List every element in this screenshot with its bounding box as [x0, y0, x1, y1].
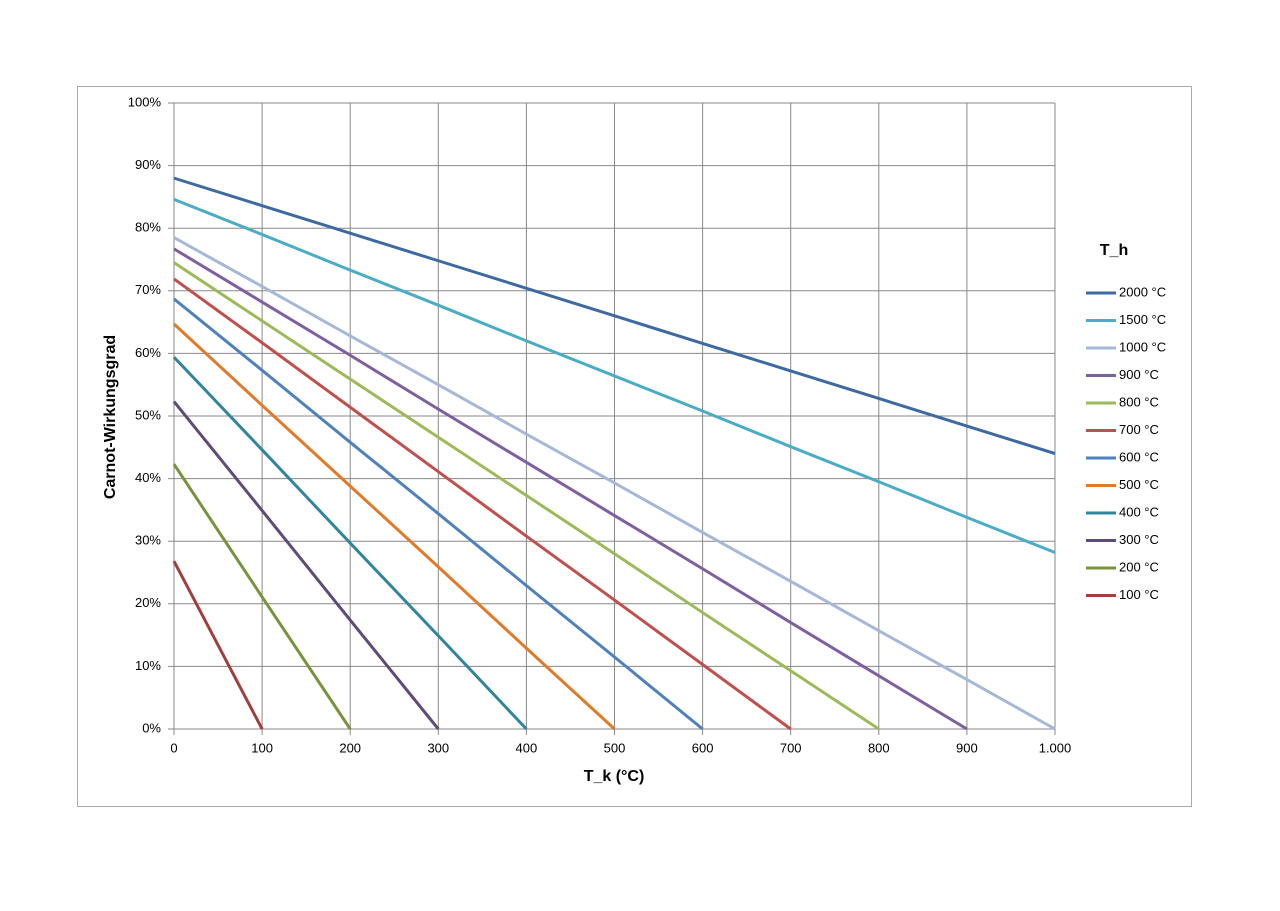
series-line — [173, 176, 1056, 455]
x-tick-label: 600 — [692, 740, 714, 755]
legend-label: 600 °C — [1119, 449, 1159, 464]
x-tick-label: 800 — [868, 740, 890, 755]
series-line — [173, 277, 792, 731]
series-line — [173, 236, 1056, 731]
y-tick-label: 90% — [135, 157, 161, 172]
y-tick-label: 10% — [135, 658, 161, 673]
x-tick-label: 1.000 — [1039, 740, 1072, 755]
legend-title: T_h — [1100, 242, 1128, 259]
series-line — [172, 322, 616, 731]
legend-label: 1000 °C — [1119, 339, 1166, 354]
y-tick-label: 80% — [135, 220, 161, 235]
legend-label: 1500 °C — [1119, 312, 1166, 327]
y-tick-label: 0% — [142, 720, 161, 735]
y-tick-label: 40% — [135, 470, 161, 485]
y-tick-label: 30% — [135, 533, 161, 548]
series-line — [173, 198, 1056, 554]
series-line — [172, 400, 440, 730]
x-tick-label: 300 — [427, 740, 449, 755]
series-line — [172, 356, 528, 731]
series-line — [173, 261, 880, 731]
legend-label: 300 °C — [1119, 532, 1159, 547]
x-tick-label: 900 — [956, 740, 978, 755]
legend-label: 2000 °C — [1119, 284, 1166, 299]
y-tick-label: 50% — [135, 407, 161, 422]
y-tick-label: 60% — [135, 345, 161, 360]
legend-label: 400 °C — [1119, 504, 1159, 519]
x-tick-label: 500 — [604, 740, 626, 755]
x-tick-label: 400 — [516, 740, 538, 755]
legend-label: 800 °C — [1119, 394, 1159, 409]
series-line — [173, 297, 704, 731]
x-tick-label: 200 — [339, 740, 361, 755]
series-line — [173, 247, 968, 731]
y-tick-label: 20% — [135, 595, 161, 610]
y-axis-label: Carnot-Wirkungsgrad — [102, 335, 119, 499]
legend-label: 100 °C — [1119, 587, 1159, 602]
x-tick-label: 0 — [170, 740, 177, 755]
y-tick-label: 70% — [135, 282, 161, 297]
x-tick-label: 700 — [780, 740, 802, 755]
y-tick-label: 100% — [128, 94, 162, 109]
legend-label: 700 °C — [1119, 422, 1159, 437]
x-tick-label: 100 — [251, 740, 273, 755]
legend-label: 500 °C — [1119, 477, 1159, 492]
legend-label: 900 °C — [1119, 367, 1159, 382]
legend-label: 200 °C — [1119, 559, 1159, 574]
series-line — [172, 560, 264, 730]
x-axis-label: T_k (°C) — [584, 768, 645, 785]
series-line — [172, 463, 352, 730]
